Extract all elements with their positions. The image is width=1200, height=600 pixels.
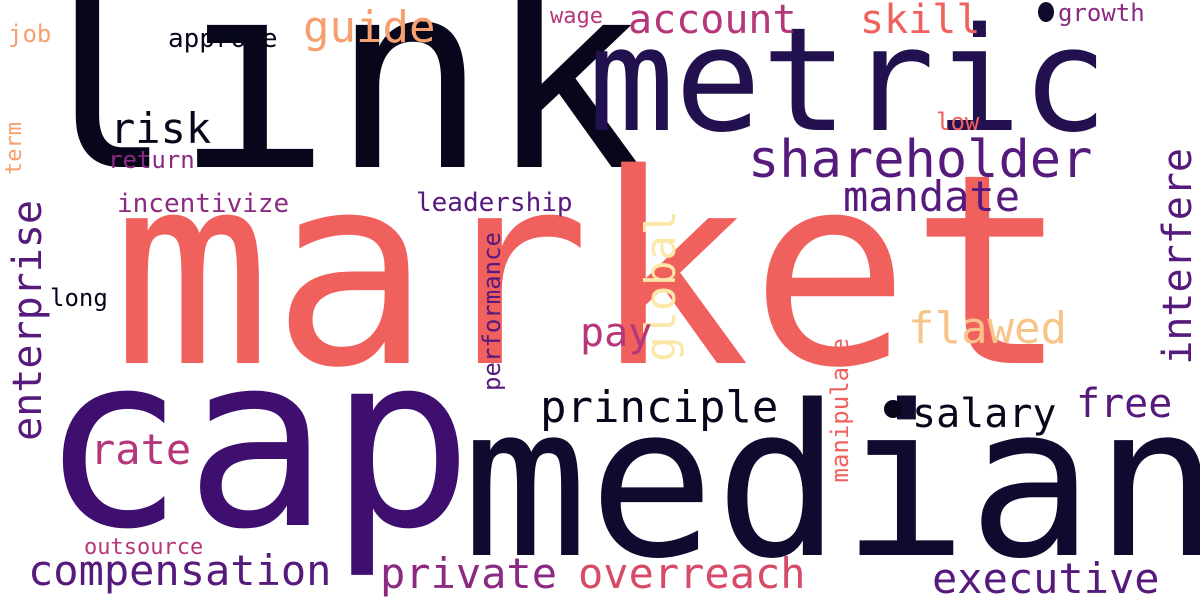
word-performance: performance xyxy=(478,232,506,391)
word-guide: guide xyxy=(303,2,436,53)
word-manipulate: manipulate xyxy=(826,338,854,483)
word-mandate: mandate xyxy=(843,172,1021,221)
word-growth: growth xyxy=(1058,0,1145,27)
word-flawed: flawed xyxy=(908,303,1067,354)
word-dot-right xyxy=(1038,2,1054,22)
word-enterprise: enterprise xyxy=(5,200,51,441)
word-incentivize: incentivize xyxy=(117,189,290,219)
word-link: link xyxy=(18,0,645,229)
word-pay: pay xyxy=(580,310,653,356)
word-shareholder: shareholder xyxy=(748,130,1093,190)
word-market: market xyxy=(112,118,1070,426)
word-overreach: overreach xyxy=(578,549,806,598)
word-salary: salary xyxy=(912,391,1057,437)
word-private: private xyxy=(380,549,558,598)
word-job: job xyxy=(8,20,52,48)
word-principle: principle xyxy=(540,382,779,433)
word-compensation: compensation xyxy=(28,546,332,595)
word-approve: approve xyxy=(168,24,278,54)
word-risk: risk xyxy=(110,104,212,153)
word-account: account xyxy=(628,0,797,43)
word-long: long xyxy=(50,284,108,312)
word-wage: wage xyxy=(550,4,603,29)
word-median: median xyxy=(462,360,1200,600)
word-cap: cap xyxy=(40,302,474,582)
word-free: free xyxy=(1076,381,1173,427)
word-leadership: leadership xyxy=(416,188,573,218)
word-metric: metric xyxy=(588,0,1109,164)
word-executive: executive xyxy=(932,554,1160,600)
word-return: return xyxy=(108,146,195,174)
word-low: low xyxy=(936,108,980,136)
word-outsource: outsource xyxy=(84,535,204,560)
word-term: term xyxy=(2,122,27,175)
word-interfere: interfere xyxy=(1155,148,1200,365)
word-dot-left xyxy=(884,400,902,418)
word-rate: rate xyxy=(90,425,192,474)
word-skill: skill xyxy=(860,0,981,43)
